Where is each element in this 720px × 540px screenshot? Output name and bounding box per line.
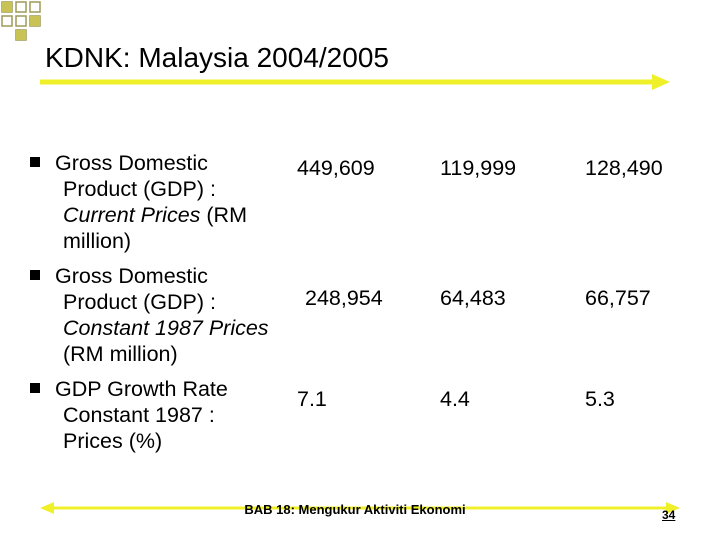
slide-title: KDNK: Malaysia 2004/2005 [45, 42, 389, 73]
value-cell: 5.3 [585, 387, 615, 411]
value-cell: 449,609 [297, 156, 375, 180]
bullet [30, 381, 41, 397]
label-text: Gross Domestic Product (GDP) : [55, 151, 216, 201]
value-cell: 64,483 [440, 286, 506, 310]
label-text: Current Prices [63, 203, 201, 227]
page-number: 34 [662, 508, 676, 522]
item-label: Gross Domestic Product (GDP) : Constant … [55, 263, 278, 367]
label-text: Gross Domestic Product (GDP) : [55, 264, 216, 314]
bullet [30, 268, 41, 284]
value-cell: 66,757 [585, 286, 651, 310]
value-cell: 119,999 [440, 156, 517, 180]
value-cell: 248,954 [305, 286, 383, 310]
value-cell: 4.4 [440, 387, 470, 411]
label-text: Constant 1987 Prices [63, 316, 269, 340]
value-cell: 7.1 [297, 387, 327, 411]
label-text: GDP Growth Rate Constant 1987 : Prices (… [55, 377, 228, 453]
value-cell: 128,490 [585, 156, 663, 180]
footer-text: BAB 18: Mengukur Aktiviti Ekonomi [244, 502, 466, 517]
item-label: Gross Domestic Product (GDP) : Current P… [55, 150, 278, 254]
label-text: (RM million) [63, 342, 178, 366]
bullet [30, 155, 41, 171]
item-label: GDP Growth Rate Constant 1987 : Prices (… [55, 376, 278, 454]
label-text: (RM million) [63, 203, 247, 253]
